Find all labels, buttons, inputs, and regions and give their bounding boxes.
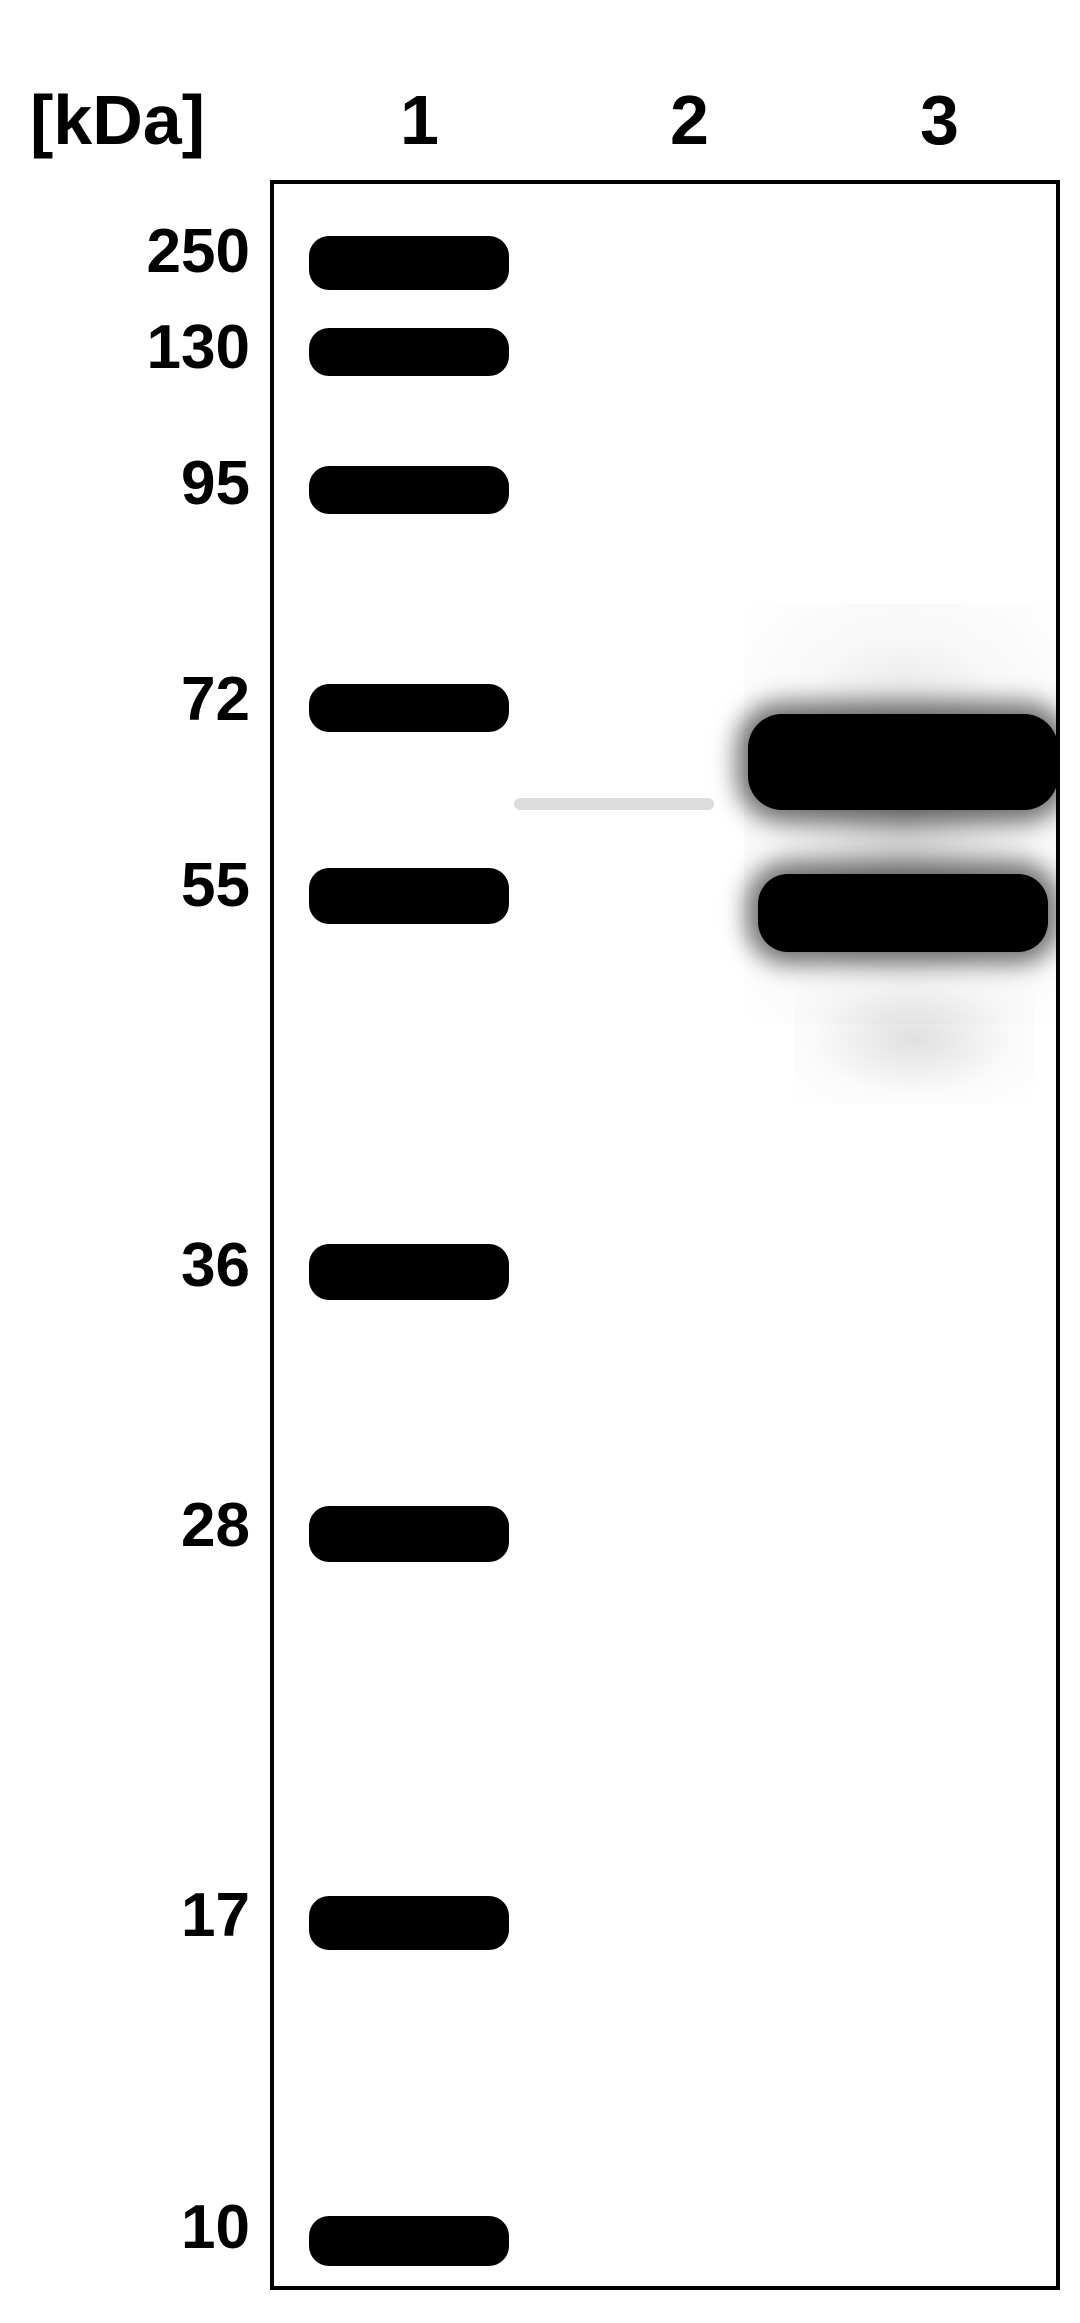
signal-band-0 — [748, 714, 1058, 810]
mw-label-17: 17 — [20, 1880, 250, 1951]
mw-label-36: 36 — [20, 1230, 250, 1301]
ladder-band-250 — [309, 236, 509, 290]
mw-label-28: 28 — [20, 1490, 250, 1561]
smear-1 — [794, 974, 1034, 1104]
ladder-band-55 — [309, 868, 509, 924]
signal-band-1 — [758, 874, 1048, 952]
ladder-band-95 — [309, 466, 509, 514]
lane-label-3: 3 — [920, 80, 959, 160]
ladder-band-10 — [309, 2216, 509, 2266]
mw-label-250: 250 — [20, 216, 250, 287]
ladder-band-17 — [309, 1896, 509, 1950]
lane-label-2: 2 — [670, 80, 709, 160]
mw-label-55: 55 — [20, 850, 250, 921]
blot-area — [270, 180, 1060, 2290]
faint-band-0 — [514, 798, 714, 810]
mw-label-130: 130 — [20, 312, 250, 383]
ladder-band-72 — [309, 684, 509, 732]
mw-label-10: 10 — [20, 2192, 250, 2263]
lane-label-1: 1 — [400, 80, 439, 160]
smear-0 — [744, 604, 1060, 1024]
ladder-band-130 — [309, 328, 509, 376]
header-row: [kDa] 1 2 3 — [0, 0, 1080, 180]
mw-label-72: 72 — [20, 664, 250, 735]
unit-label: [kDa] — [30, 80, 205, 160]
mw-label-95: 95 — [20, 448, 250, 519]
ladder-band-28 — [309, 1506, 509, 1562]
western-blot-figure: [kDa] 1 2 3 250 130 95 72 55 36 28 17 10 — [0, 0, 1080, 2323]
ladder-band-36 — [309, 1244, 509, 1300]
